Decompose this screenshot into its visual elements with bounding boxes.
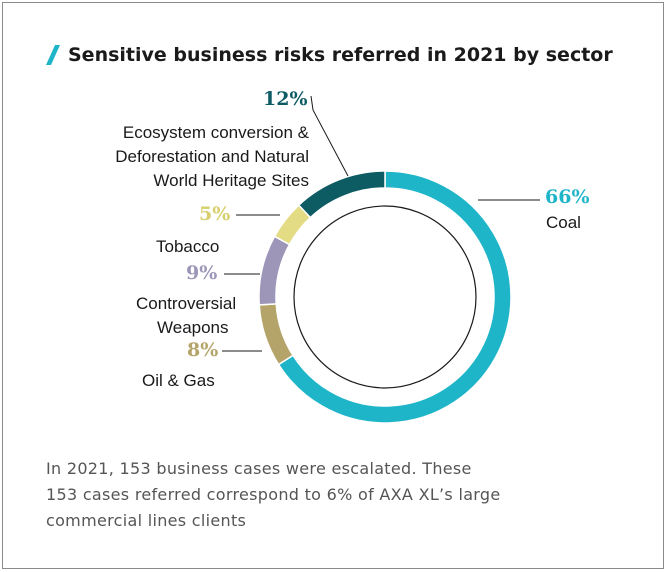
donut-slice-controversial-weapons xyxy=(258,235,291,306)
footnote: In 2021, 153 business cases were escalat… xyxy=(46,456,626,534)
coal-label: Coal xyxy=(546,213,581,232)
footnote-line1: In 2021, 153 business cases were escalat… xyxy=(46,459,472,478)
footnote-line3: commercial lines clients xyxy=(46,511,247,530)
oil-label: Oil & Gas xyxy=(142,371,215,390)
eco-percent-label: 12% xyxy=(263,88,308,110)
chart-title: Sensitive business risks referred in 202… xyxy=(68,44,613,66)
tobacco-percent-label: 5% xyxy=(199,203,231,225)
title-row: Sensitive business risks referred in 202… xyxy=(46,44,613,66)
eco-label-line1: Ecosystem conversion & xyxy=(122,123,309,142)
leader-lines xyxy=(222,95,540,352)
eco-label-line3: World Heritage Sites xyxy=(153,171,309,190)
weapons-label-line2: Weapons xyxy=(157,318,229,337)
weapons-label-line1: Controversial xyxy=(136,294,237,313)
weapons-percent-label: 9% xyxy=(186,262,218,284)
oil-percent-label: 8% xyxy=(187,339,219,361)
eco-label-line2: Deforestation and Natural xyxy=(115,147,309,166)
leader-eco xyxy=(310,95,349,177)
slash-accent-icon xyxy=(46,45,60,65)
coal-percent-label: 66% xyxy=(545,186,590,208)
footnote-line2: 153 cases referred correspond to 6% of A… xyxy=(46,485,501,504)
donut-slice-ecosystem-conversion-deforestation-and-natural-world-heritage-sites xyxy=(297,170,386,219)
inner-ring xyxy=(293,205,477,389)
tobacco-label: Tobacco xyxy=(156,237,220,256)
donut-slice-oil-gas xyxy=(258,303,295,366)
